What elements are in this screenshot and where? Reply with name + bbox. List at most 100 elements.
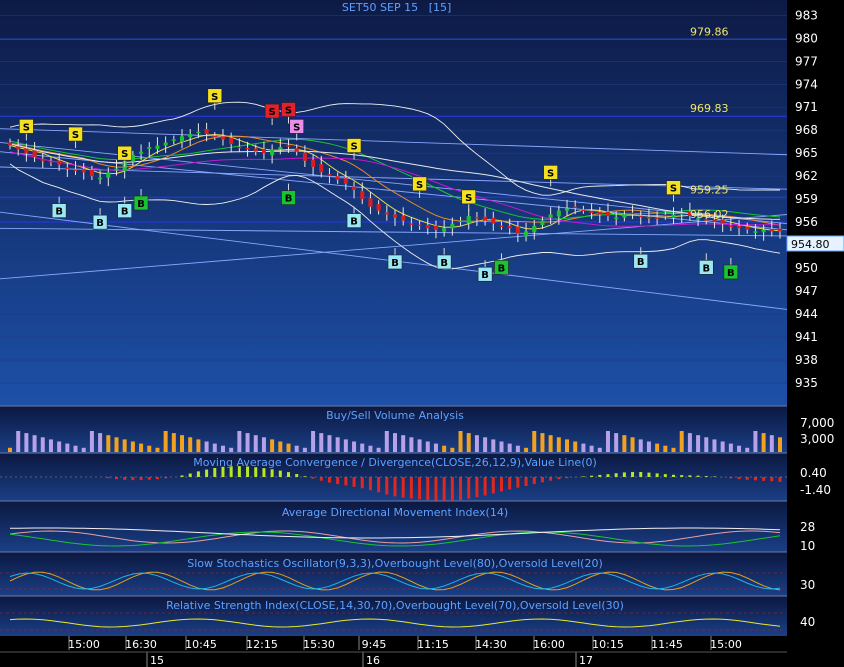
candle-body (687, 211, 692, 217)
time-label: 11:15 (417, 638, 449, 651)
volume-bar (24, 433, 29, 452)
stoch-k (9, 571, 781, 591)
indicator-panel-bg (0, 501, 787, 552)
candle-body (777, 228, 783, 232)
volume-tick-7000: 7,000 (800, 416, 834, 430)
candle-body (294, 148, 299, 152)
time-label: 10:45 (185, 638, 217, 651)
time-label: 11:45 (651, 638, 683, 651)
candle-body (548, 214, 553, 218)
candle-body (769, 228, 774, 232)
last-price-tag: 954.80 (786, 235, 844, 252)
candle-body (433, 225, 438, 230)
candle-body (335, 176, 340, 181)
buy-signal-box (633, 253, 649, 269)
candle-body (384, 212, 389, 215)
price-tick-label: 959 (795, 192, 818, 206)
moving-average-line (9, 135, 781, 226)
volume-bar (597, 447, 602, 452)
horizontal-levels (0, 38, 787, 223)
volume-bar (622, 435, 627, 452)
volume-bar (761, 433, 766, 452)
candle-body (327, 174, 332, 177)
day-label: 15 (150, 654, 164, 667)
time-label: 15:30 (303, 638, 335, 651)
candle-body (376, 204, 381, 211)
adx-minus-di (9, 531, 781, 547)
adx-plus-di (9, 530, 781, 544)
volume-bar (278, 441, 283, 452)
candle-body (155, 145, 160, 149)
macd-tick-lower: -1.40 (800, 483, 831, 497)
time-label: 10:15 (592, 638, 624, 651)
trend-line (0, 151, 788, 231)
adx-line (9, 527, 781, 539)
candle-body (179, 136, 185, 143)
volume-bar (507, 443, 512, 452)
rsi-panel-title: Relative Strength Index(CLOSE,14,30,70),… (166, 599, 624, 612)
sell-signal-box (68, 126, 83, 142)
trend-line (0, 214, 788, 280)
buy-signal-label: B (121, 207, 129, 218)
candle-body (106, 172, 111, 178)
volume-bar (745, 447, 750, 452)
adx-panel-title: Average Directional Movement Index(14) (282, 506, 508, 519)
candle-body (171, 139, 176, 141)
candle-body (507, 225, 512, 229)
buy-signal-label: B (702, 263, 710, 274)
candle-body (704, 219, 709, 221)
rsi-tick-40: 40 (800, 615, 815, 629)
volume-bar (81, 447, 86, 452)
volume-bar (605, 431, 610, 452)
candle-body (532, 225, 537, 233)
volume-bar (335, 437, 340, 452)
candle-body (16, 146, 21, 150)
adx-tick-28: 28 (800, 520, 815, 534)
price-tick-label: 962 (795, 169, 818, 183)
volume-bar (352, 441, 357, 452)
candle-body (253, 148, 258, 152)
volume-bar (32, 435, 37, 452)
volume-bar (655, 443, 660, 452)
volume-bar (589, 445, 594, 452)
volume-bar (180, 435, 185, 452)
candle-body (98, 177, 103, 180)
candle-body (65, 167, 70, 169)
volume-bar (401, 435, 406, 452)
sell-signal-box (289, 119, 305, 134)
sell-signal-box (346, 138, 362, 153)
sell-signal-label: S (293, 122, 300, 133)
sell-signal-label: S (121, 149, 128, 160)
volume-tick-3000: 3,000 (800, 432, 834, 446)
volume-bar (433, 443, 438, 452)
volume-bar (769, 435, 774, 452)
volume-bar (556, 437, 561, 452)
volume-bar (581, 443, 586, 452)
volume-bar (294, 445, 299, 452)
volume-bar (737, 445, 742, 452)
sell-signal-label: S (465, 193, 472, 204)
candle-body (89, 169, 94, 177)
chart-title: SET50 SEP 15 (342, 1, 418, 14)
volume-bar (679, 431, 684, 452)
volume-bar (646, 441, 651, 452)
candle-body (392, 214, 398, 218)
price-tick-label: 980 (795, 31, 818, 45)
price-tick-label: 938 (795, 353, 818, 367)
price-tick-label: 977 (795, 54, 818, 68)
candle-body (81, 169, 86, 173)
bollinger-upper (9, 101, 780, 196)
volume-bar (245, 433, 250, 452)
candle-body (311, 159, 316, 167)
volume-bar (286, 443, 291, 452)
candle-body (425, 225, 430, 229)
candle-body (638, 215, 643, 218)
buy-signal-label: B (350, 217, 358, 228)
macd-panel-title: Moving Average Convergence / Divergence(… (193, 456, 597, 469)
time-label: 9:45 (362, 638, 387, 651)
candle-body (229, 137, 234, 145)
time-label: 15:00 (710, 638, 742, 651)
volume-bar (384, 431, 389, 452)
volume-bar (311, 431, 316, 452)
